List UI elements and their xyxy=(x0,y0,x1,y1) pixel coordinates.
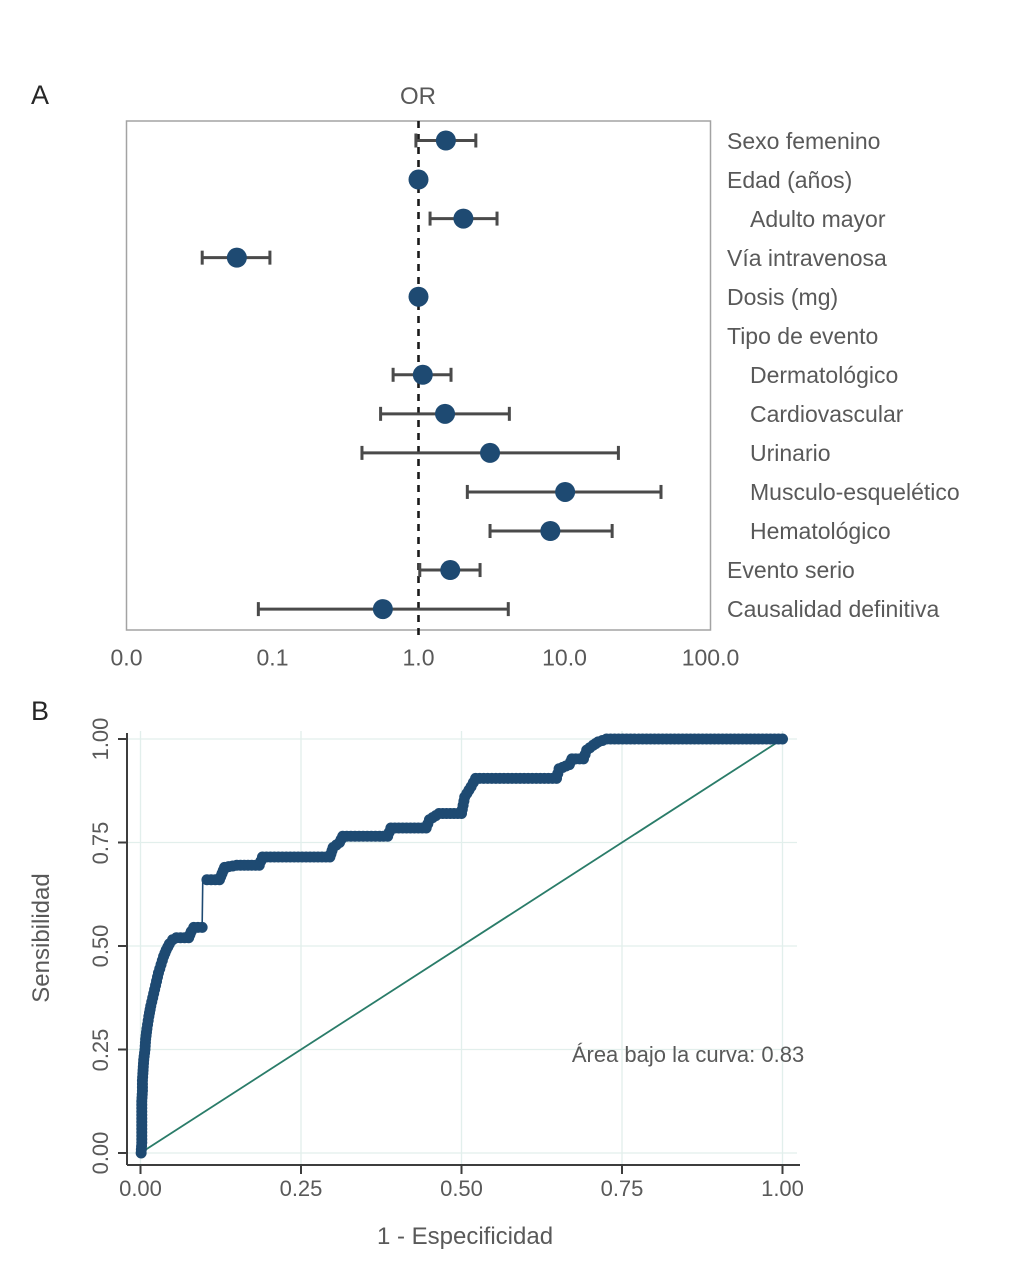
or-point xyxy=(453,208,474,229)
roc-x-tick-0.50: 0.50 xyxy=(440,1176,483,1201)
roc-x-tick-0.75: 0.75 xyxy=(600,1176,644,1201)
or-point xyxy=(555,481,576,502)
forest-row-label-9: Musculo-esquelético xyxy=(750,478,960,505)
forest-row-label-12: Causalidad definitiva xyxy=(727,596,940,623)
roc-y-tick-1.00: 1.00 xyxy=(88,717,113,761)
forest-tick-0.0: 0.0 xyxy=(110,644,143,671)
roc-x-tick-0.00: 0.00 xyxy=(119,1176,162,1201)
forest-row-label-1: Edad (años) xyxy=(727,166,853,193)
forest-row-label-0: Sexo femenino xyxy=(727,127,881,154)
panel-a-letter: A xyxy=(31,80,50,110)
or-point xyxy=(435,130,456,151)
chance-diagonal-line xyxy=(140,738,783,1154)
forest-row-label-2: Adulto mayor xyxy=(750,205,886,232)
or-point xyxy=(435,403,456,424)
or-point xyxy=(540,521,561,541)
forest-row-label-6: Dermatológico xyxy=(750,361,899,388)
or-point xyxy=(412,364,433,385)
or-point xyxy=(408,169,429,190)
or-point xyxy=(408,286,429,307)
or-point xyxy=(440,560,461,581)
or-point xyxy=(480,442,501,463)
roc-y-tick-0.50: 0.50 xyxy=(88,924,113,968)
roc-y-tick-0.25: 0.25 xyxy=(88,1028,113,1071)
forest-row-label-3: Vía intravenosa xyxy=(727,244,887,271)
roc-dot xyxy=(196,921,208,933)
roc-x-tick-1.00: 1.00 xyxy=(761,1176,804,1201)
forest-axis-title: OR xyxy=(400,83,436,110)
forest-tick-100.0: 100.0 xyxy=(681,644,740,671)
roc-y-axis-title: Sensibilidad xyxy=(28,873,55,1003)
auc-annotation: Área bajo la curva: 0.83 xyxy=(571,1042,805,1067)
roc-y-tick-0.00: 0.00 xyxy=(88,1131,113,1175)
roc-x-axis-title: 1 - Especificidad xyxy=(376,1223,554,1250)
forest-row-label-8: Urinario xyxy=(750,439,831,466)
forest-row-label-10: Hematológico xyxy=(750,518,891,544)
panel-b-letter: B xyxy=(31,696,50,726)
or-point xyxy=(226,247,247,268)
roc-dot xyxy=(777,733,788,745)
forest-row-label-7: Cardiovascular xyxy=(750,400,904,427)
forest-row-label-5: Tipo de evento xyxy=(727,322,879,349)
forest-tick-10.0: 10.0 xyxy=(542,644,587,671)
or-point xyxy=(372,599,393,620)
forest-row-label-11: Evento serio xyxy=(727,557,855,584)
roc-x-tick-0.25: 0.25 xyxy=(279,1176,323,1201)
roc-y-tick-0.75: 0.75 xyxy=(88,821,113,864)
forest-tick-1.0: 1.0 xyxy=(402,644,435,671)
forest-tick-0.1: 0.1 xyxy=(256,644,289,671)
forest-row-label-4: Dosis (mg) xyxy=(727,283,839,310)
